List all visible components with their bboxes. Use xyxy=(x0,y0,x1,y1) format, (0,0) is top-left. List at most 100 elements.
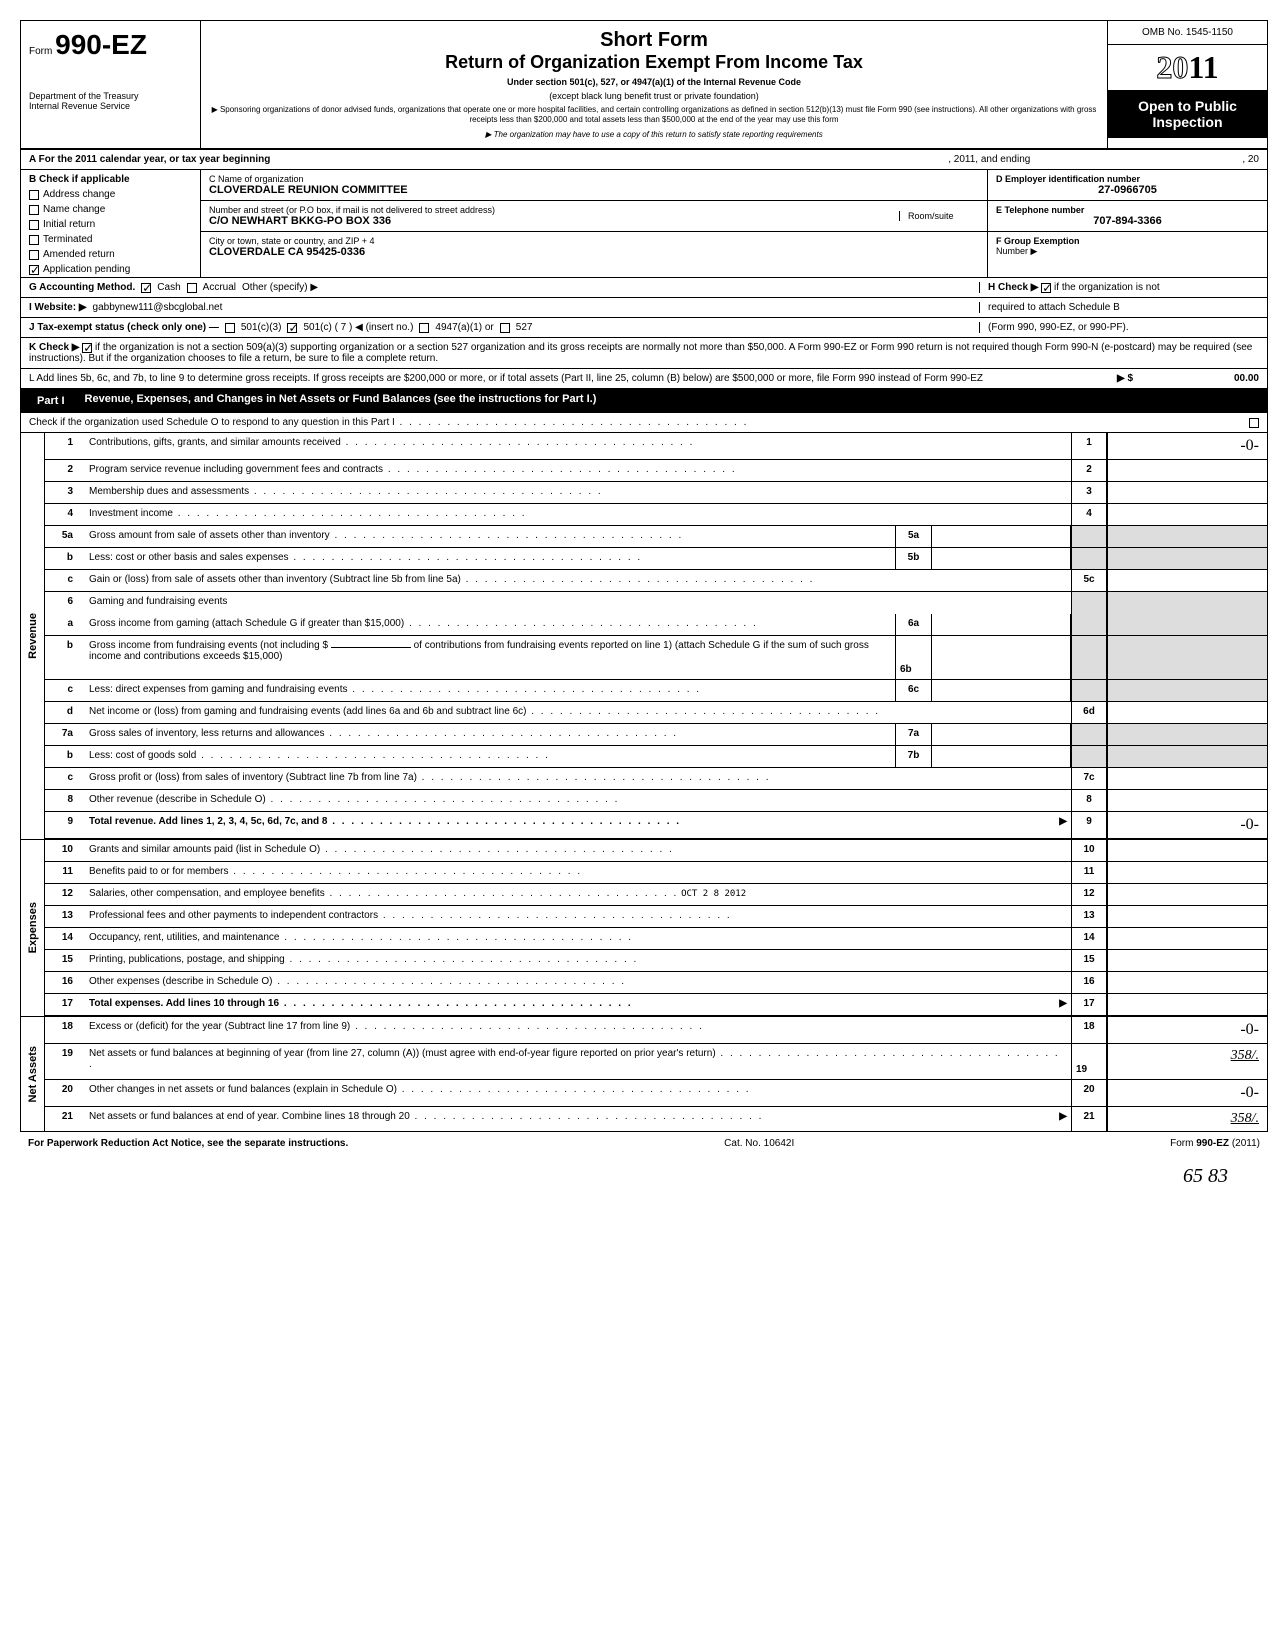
line-9-val[interactable]: -0- xyxy=(1107,812,1267,838)
line-18-text: Excess or (deficit) for the year (Subtra… xyxy=(81,1017,1071,1043)
j-501c: 501(c) ( 7 ) ◀ (insert no.) xyxy=(303,322,413,333)
line-16-text: Other expenses (describe in Schedule O) xyxy=(81,972,1071,993)
line-5c-val[interactable] xyxy=(1107,570,1267,591)
line-8-val[interactable] xyxy=(1107,790,1267,811)
line-9: 9 Total revenue. Add lines 1, 2, 3, 4, 5… xyxy=(45,812,1267,839)
line-7a-shade-val xyxy=(1107,724,1267,745)
line-8-boxnum: 8 xyxy=(1071,790,1107,811)
line-19: 19 Net assets or fund balances at beginn… xyxy=(45,1044,1267,1080)
line-11-boxnum: 11 xyxy=(1071,862,1107,883)
line-6c-num: c xyxy=(45,680,81,701)
cb-part1-schedule-o[interactable] xyxy=(1249,418,1259,428)
line-12-val[interactable] xyxy=(1107,884,1267,905)
line-7b-num: b xyxy=(45,746,81,767)
city-box: City or town, state or country, and ZIP … xyxy=(201,232,987,262)
line-6c-val[interactable] xyxy=(931,680,1071,701)
f-group-box: F Group Exemption Number ▶ xyxy=(988,232,1267,261)
cb-amended[interactable] xyxy=(29,250,39,260)
j-501c3: 501(c)(3) xyxy=(241,322,282,333)
line-13-val[interactable] xyxy=(1107,906,1267,927)
line-17: 17 Total expenses. Add lines 10 through … xyxy=(45,994,1267,1016)
line-5a-val[interactable] xyxy=(931,526,1071,547)
line-13: 13 Professional fees and other payments … xyxy=(45,906,1267,928)
line-15-val[interactable] xyxy=(1107,950,1267,971)
line-3-val[interactable] xyxy=(1107,482,1267,503)
line-17-num: 17 xyxy=(45,994,81,1015)
row-j-tax-exempt: J Tax-exempt status (check only one) — 5… xyxy=(21,318,1267,338)
line-20-num: 20 xyxy=(45,1080,81,1106)
line-9-boxnum: 9 xyxy=(1071,812,1107,838)
line-6a-val[interactable] xyxy=(931,614,1071,635)
line-9-text: Total revenue. Add lines 1, 2, 3, 4, 5c,… xyxy=(81,812,1055,838)
line-5b-num: b xyxy=(45,548,81,569)
tax-year: 2011 xyxy=(1108,45,1267,90)
cb-pending-label: Application pending xyxy=(43,264,130,275)
g-cash: Cash xyxy=(157,282,180,293)
line-7c: c Gross profit or (loss) from sales of i… xyxy=(45,768,1267,790)
line-4-val[interactable] xyxy=(1107,504,1267,525)
cb-501c3[interactable] xyxy=(225,323,235,333)
line-7a-text: Gross sales of inventory, less returns a… xyxy=(81,724,895,745)
line-7b-val[interactable] xyxy=(931,746,1071,767)
line-4-boxnum: 4 xyxy=(1071,504,1107,525)
line-6b-val[interactable] xyxy=(931,636,1071,679)
line-10-text: Grants and similar amounts paid (list in… xyxy=(81,840,1071,861)
cb-k[interactable] xyxy=(82,343,92,353)
line-17-val[interactable] xyxy=(1107,994,1267,1015)
line-6c-text: Less: direct expenses from gaming and fu… xyxy=(81,680,895,701)
a-mid: , 2011, and ending xyxy=(948,154,1030,165)
line-16-boxnum: 16 xyxy=(1071,972,1107,993)
line-12-boxnum: 12 xyxy=(1071,884,1107,905)
cb-h[interactable] xyxy=(1041,283,1051,293)
line-3: 3 Membership dues and assessments 3 xyxy=(45,482,1267,504)
line-15-text: Printing, publications, postage, and shi… xyxy=(81,950,1071,971)
cb-name[interactable] xyxy=(29,205,39,215)
cb-4947[interactable] xyxy=(419,323,429,333)
col-b-checkboxes: B Check if applicable Address change Nam… xyxy=(21,170,201,277)
line-17-text: Total expenses. Add lines 10 through 16 xyxy=(81,994,1055,1015)
cb-initial-label: Initial return xyxy=(43,219,95,230)
cb-address[interactable] xyxy=(29,190,39,200)
room-label: Room/suite xyxy=(908,211,979,221)
line-11-val[interactable] xyxy=(1107,862,1267,883)
line-6-text: Gaming and fundraising events xyxy=(81,592,1071,614)
cb-pending[interactable] xyxy=(29,265,39,275)
line-10-val[interactable] xyxy=(1107,840,1267,861)
line-5a: 5a Gross amount from sale of assets othe… xyxy=(45,526,1267,548)
line-7a-val[interactable] xyxy=(931,724,1071,745)
cb-cash[interactable] xyxy=(141,283,151,293)
line-5b-val[interactable] xyxy=(931,548,1071,569)
cb-name-label: Name change xyxy=(43,204,105,215)
line-2-boxnum: 2 xyxy=(1071,460,1107,481)
line-21-val[interactable]: 358/. xyxy=(1107,1107,1267,1131)
header-right-col: OMB No. 1545-1150 2011 Open to Public In… xyxy=(1107,21,1267,148)
line-7c-num: c xyxy=(45,768,81,789)
line-9-num: 9 xyxy=(45,812,81,838)
line-6d-val[interactable] xyxy=(1107,702,1267,723)
cb-501c[interactable] xyxy=(287,323,297,333)
cb-terminated[interactable] xyxy=(29,235,39,245)
line-10: 10 Grants and similar amounts paid (list… xyxy=(45,840,1267,862)
line-16-val[interactable] xyxy=(1107,972,1267,993)
line-17-boxnum: 17 xyxy=(1071,994,1107,1015)
line-6-num: 6 xyxy=(45,592,81,614)
line-2-val[interactable] xyxy=(1107,460,1267,481)
line-19-val[interactable]: 358/. xyxy=(1107,1044,1267,1079)
line-6a-shade-val xyxy=(1107,614,1267,635)
line-20-boxnum: 20 xyxy=(1071,1080,1107,1106)
h-label: H Check ▶ xyxy=(988,282,1038,293)
line-12-num: 12 xyxy=(45,884,81,905)
line-1-num: 1 xyxy=(45,433,81,459)
open-to-public: Open to Public Inspection xyxy=(1108,90,1267,138)
line-14-val[interactable] xyxy=(1107,928,1267,949)
cb-527[interactable] xyxy=(500,323,510,333)
cb-initial[interactable] xyxy=(29,220,39,230)
c-name-box: C Name of organization CLOVERDALE REUNIO… xyxy=(201,170,987,201)
cb-accrual[interactable] xyxy=(187,283,197,293)
line-20-val[interactable]: -0- xyxy=(1107,1080,1267,1106)
line-16: 16 Other expenses (describe in Schedule … xyxy=(45,972,1267,994)
f-label: F Group Exemption xyxy=(996,236,1259,246)
line-1-val[interactable]: -0- xyxy=(1107,433,1267,459)
line-7c-val[interactable] xyxy=(1107,768,1267,789)
line-18-val[interactable]: -0- xyxy=(1107,1017,1267,1043)
